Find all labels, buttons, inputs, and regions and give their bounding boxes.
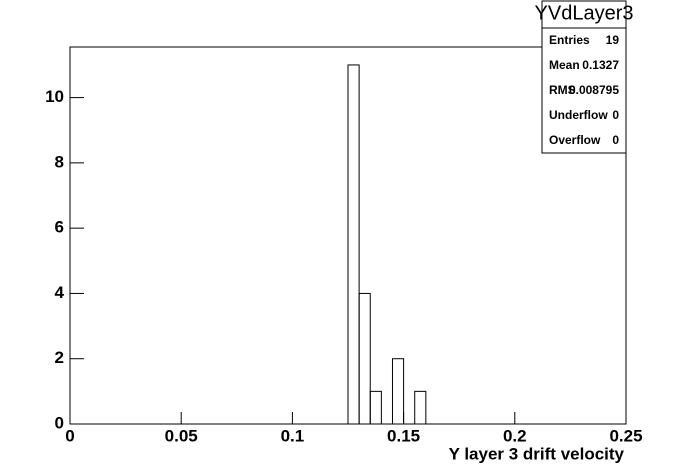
y-tick-label: 6 bbox=[55, 218, 64, 237]
stats-value: 0.008795 bbox=[569, 83, 619, 97]
stats-value: 0 bbox=[612, 108, 619, 122]
bar bbox=[347, 64, 360, 425]
x-tick-label: 0.05 bbox=[165, 426, 198, 445]
stats-label: Entries bbox=[549, 33, 590, 47]
y-tick-label: 4 bbox=[55, 283, 65, 302]
bar bbox=[391, 358, 405, 425]
y-tick-label: 10 bbox=[45, 87, 64, 106]
stats-box: YVdLayer3 bbox=[535, 0, 634, 154]
stats-title: YVdLayer3 bbox=[535, 2, 634, 24]
bar bbox=[414, 390, 427, 425]
x-tick-label: 0.2 bbox=[503, 426, 527, 445]
bar bbox=[358, 292, 371, 425]
y-tick-label: 8 bbox=[55, 152, 64, 171]
stats-label: Mean bbox=[549, 58, 580, 72]
stats-label: Underflow bbox=[549, 108, 608, 122]
x-axis-label: Y layer 3 drift velocity bbox=[449, 444, 625, 463]
stats-value: 0 bbox=[612, 133, 619, 147]
stats-value: 19 bbox=[606, 33, 620, 47]
x-tick-label: 0.1 bbox=[281, 426, 305, 445]
bar bbox=[369, 390, 382, 425]
stats-label: RMS bbox=[549, 83, 576, 97]
stats-label: Overflow bbox=[549, 133, 601, 147]
x-tick-label: 0 bbox=[65, 426, 74, 445]
x-tick-label: 0.25 bbox=[609, 426, 642, 445]
stats-value: 0.1327 bbox=[582, 58, 619, 72]
y-tick-label: 0 bbox=[55, 413, 64, 432]
x-tick-label: 0.15 bbox=[387, 426, 420, 445]
stats-frame bbox=[541, 0, 627, 154]
y-tick-label: 2 bbox=[55, 348, 64, 367]
